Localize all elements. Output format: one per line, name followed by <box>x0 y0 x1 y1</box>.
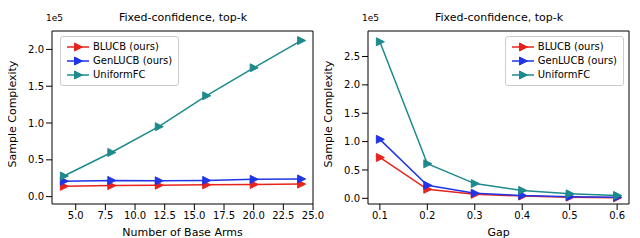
svg-text:12.5: 12.5 <box>154 210 176 221</box>
svg-text:22.5: 22.5 <box>272 210 294 221</box>
svg-text:0.2: 0.2 <box>419 210 435 221</box>
svg-text:25.0: 25.0 <box>302 210 324 221</box>
html-text:GenLUCB (ours): GenLUCB (ours) <box>537 55 617 66</box>
html-text:1e5: 1e5 <box>46 13 63 23</box>
svg-text:2.5: 2.5 <box>344 51 360 62</box>
svg-text:17.5: 17.5 <box>213 210 235 221</box>
html-text:Fixed-confidence, top-k: Fixed-confidence, top-k <box>435 11 563 24</box>
html-text:UniformFC: UniformFC <box>537 69 591 80</box>
svg-text:1.0: 1.0 <box>28 118 44 129</box>
svg-text:0.3: 0.3 <box>467 210 483 221</box>
svg-text:20.0: 20.0 <box>243 210 265 221</box>
svg-text:0.0: 0.0 <box>344 193 360 204</box>
svg-text:10.0: 10.0 <box>124 210 146 221</box>
html-text:Fixed-confidence, top-k: Fixed-confidence, top-k <box>119 11 247 24</box>
svg-text:1.5: 1.5 <box>344 108 360 119</box>
html-text:BLUCB (ours): BLUCB (ours) <box>537 41 604 52</box>
html-text:GenLUCB (ours): GenLUCB (ours) <box>93 55 173 66</box>
svg-text:Gap: Gap <box>487 226 509 238</box>
svg-text:2.0: 2.0 <box>28 44 44 55</box>
svg-text:Sample Complexity: Sample Complexity <box>8 60 19 167</box>
svg-text:1.0: 1.0 <box>344 136 360 147</box>
svg-text:1.5: 1.5 <box>28 81 44 92</box>
svg-text:0.4: 0.4 <box>514 210 530 221</box>
html-text:1e5: 1e5 <box>362 13 379 23</box>
svg-text:0.1: 0.1 <box>372 210 388 221</box>
svg-text:0.5: 0.5 <box>28 154 44 165</box>
svg-text:0.0: 0.0 <box>28 191 44 202</box>
svg-text:Sample Complexity: Sample Complexity <box>324 60 335 167</box>
svg-text:0.5: 0.5 <box>562 210 578 221</box>
svg-text:15.0: 15.0 <box>183 210 205 221</box>
svg-text:Number of Base Arms: Number of Base Arms <box>122 226 243 238</box>
svg-text:0.5: 0.5 <box>344 165 360 176</box>
svg-text:5.0: 5.0 <box>68 210 84 221</box>
html-text:BLUCB (ours): BLUCB (ours) <box>93 41 159 52</box>
html-text:UniformFC: UniformFC <box>93 69 146 80</box>
svg-text:0.6: 0.6 <box>609 210 625 221</box>
svg-text:2.0: 2.0 <box>344 79 360 90</box>
svg-text:7.5: 7.5 <box>97 210 113 221</box>
